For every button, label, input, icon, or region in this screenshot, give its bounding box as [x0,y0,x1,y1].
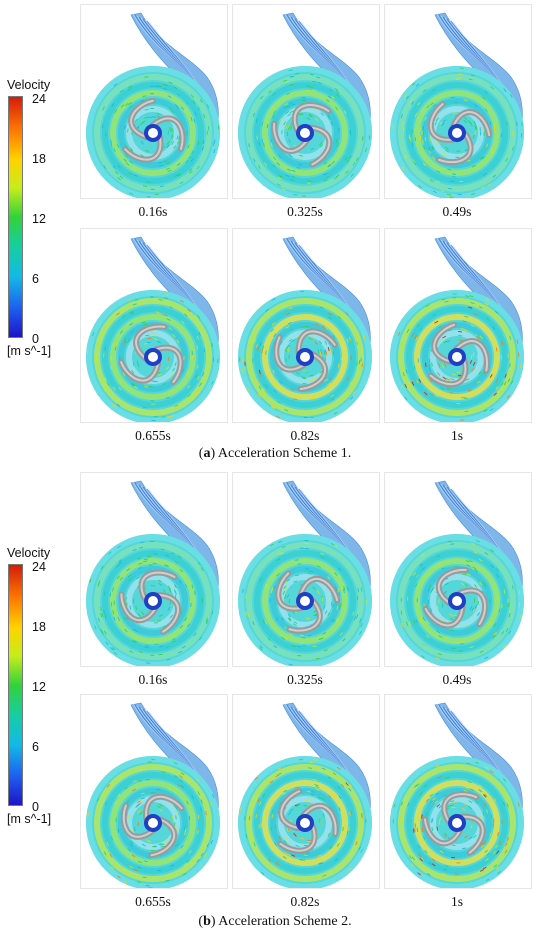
legend-tick-18: 18 [32,620,46,634]
velocity-contour-panel [384,4,532,199]
velocity-contour-image [86,480,220,666]
velocity-contour-image [390,12,524,198]
time-label: 1s [450,428,463,443]
legend-tick-24: 24 [32,92,46,106]
velocity-contour-image [86,12,220,198]
time-label: 0.16s [138,672,168,687]
velocity-contour-image [238,236,372,422]
velocity-contour-image [390,480,524,666]
time-label: 1s [450,894,463,909]
velocity-contour-panel [384,694,532,889]
time-label: 0.16s [138,204,168,219]
legend-tick-0: 0 [32,332,39,346]
figure-caption-b: (b) Acceleration Scheme 2. [198,914,352,929]
time-label: 0.82s [290,428,320,443]
velocity-contour-image [238,12,372,198]
velocity-contour-image [390,702,524,888]
velocity-contour-image [86,702,220,888]
time-label: 0.49s [442,204,472,219]
time-label: 0.655s [135,428,171,443]
velocity-contour-panel [384,228,532,423]
velocity-contour-panel [80,472,228,667]
legend-unit: [m s^-1] [7,812,52,826]
legend-tick-6: 6 [32,740,39,754]
legend-title: Velocity [7,78,51,92]
time-label: 0.325s [287,204,323,219]
legend-tick-6: 6 [32,272,39,286]
time-label: 0.49s [442,672,472,687]
velocity-contour-image [86,236,220,422]
legend-tick-12: 12 [32,680,46,694]
legend-tick-18: 18 [32,152,46,166]
velocity-contour-image [238,702,372,888]
legend-tick-12: 12 [32,212,46,226]
caption-letter: a [203,446,211,461]
legend-unit: [m s^-1] [7,344,52,358]
time-label: 0.655s [135,894,171,909]
velocity-contour-image [390,236,524,422]
caption-text: Acceleration Scheme 1. [215,446,352,461]
caption-letter: b [203,914,211,929]
time-label: 0.82s [290,894,320,909]
time-label: 0.325s [287,672,323,687]
velocity-contour-panel [232,472,380,667]
legend-title: Velocity [7,546,51,560]
colorbar-gradient [8,96,23,338]
legend-tick-24: 24 [32,560,46,574]
velocity-contour-image [238,480,372,666]
figure-caption-a: (a) Acceleration Scheme 1. [198,446,352,461]
velocity-contour-panel [80,228,228,423]
velocity-contour-panel [80,4,228,199]
velocity-contour-panel [80,694,228,889]
velocity-contour-panel [232,694,380,889]
colorbar-gradient [8,564,23,806]
caption-text: Acceleration Scheme 2. [215,914,352,929]
velocity-contour-panel [232,228,380,423]
legend-tick-0: 0 [32,800,39,814]
velocity-contour-panel [384,472,532,667]
velocity-contour-panel [232,4,380,199]
